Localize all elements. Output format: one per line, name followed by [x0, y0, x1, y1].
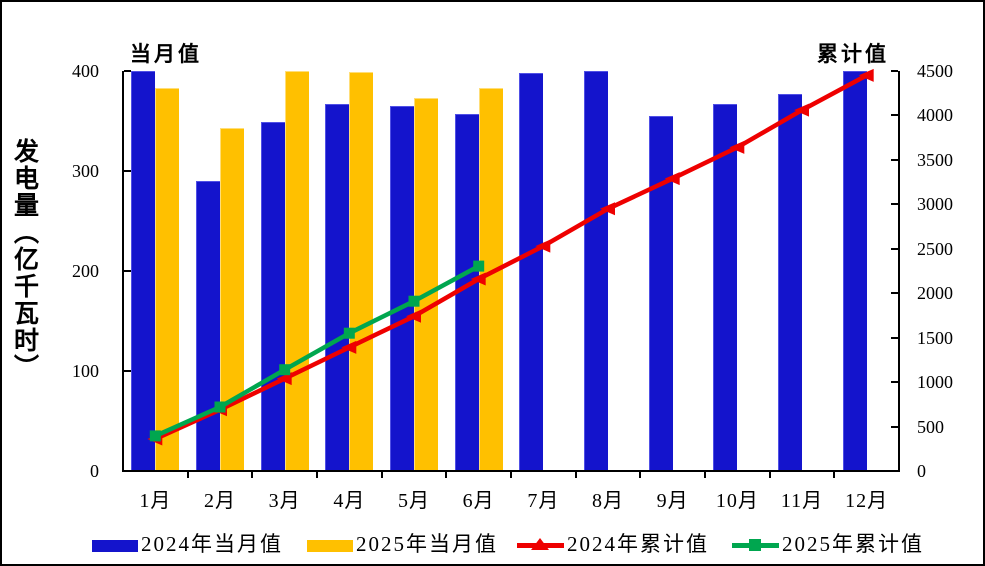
legend-swatch-2024-monthly: [92, 540, 138, 552]
bar-2025-6月: [478, 88, 503, 470]
bar-2024-8月: [584, 71, 608, 470]
left-axis-tick-mark: [124, 370, 131, 372]
right-axis-tick-label: 3000: [917, 194, 953, 215]
month-label: 11月: [780, 490, 824, 512]
x-axis-line: [122, 470, 900, 472]
right-axis-tick-label: 2000: [917, 283, 953, 304]
legend-item-2024-cumulative: [517, 538, 564, 550]
month-label: 5月: [398, 490, 431, 512]
bar-2024-9月: [648, 116, 673, 470]
x-axis-tick-mark: [316, 472, 318, 478]
right-axis-line: [898, 71, 900, 472]
bar-2025-2月: [220, 128, 244, 470]
right-axis-tick-label: 1500: [917, 327, 953, 348]
bar-2024-1月: [131, 71, 156, 470]
left-axis-tick-mark: [124, 270, 131, 272]
x-axis-tick-mark: [574, 472, 577, 478]
legend-label-2024-cumulative: 2024年累计值: [567, 532, 709, 556]
right-axis-tick-mark: [891, 247, 898, 250]
x-axis-tick-mark: [251, 472, 254, 478]
left-axis-top-label: 当月值: [130, 42, 202, 66]
legend-swatch-2025-monthly: [307, 540, 353, 552]
left-axis-tick-label: 400: [72, 61, 99, 81]
right-axis-tick-mark: [891, 158, 898, 161]
right-axis-tick-mark: [891, 292, 898, 295]
right-axis-tick-mark: [891, 70, 898, 72]
right-axis-tick-mark: [891, 114, 898, 117]
right-axis-tick-label: 3500: [917, 149, 953, 170]
legend-label-2024-monthly: 2024年当月值: [141, 532, 283, 556]
bar-2024-6月: [454, 114, 479, 470]
x-axis-tick-mark: [639, 472, 642, 478]
month-label: 10月: [715, 490, 759, 512]
left-axis-tick-mark: [124, 170, 131, 172]
legend-triangle-marker-icon: [531, 538, 549, 550]
right-axis-tick-mark: [891, 203, 898, 206]
legend-square-marker-icon: [749, 539, 761, 551]
right-axis-tick-label: 1000: [917, 372, 953, 393]
bar-2024-10月: [713, 104, 738, 470]
bar-2024-7月: [519, 73, 544, 470]
right-axis-tick-label: 2500: [917, 238, 953, 259]
month-label: 6月: [462, 490, 495, 512]
right-axis-tick-label: 0: [917, 461, 926, 481]
legend-item-2024-monthly: [92, 540, 138, 552]
bar-2025-5月: [414, 98, 438, 470]
x-axis-tick-mark: [833, 472, 836, 478]
month-label: 12月: [845, 490, 889, 512]
left-axis-tick-label: 300: [72, 161, 99, 181]
y-axis-title: 发电量（亿千瓦时）: [10, 138, 38, 381]
month-label: 7月: [527, 490, 560, 512]
bar-2024-2月: [196, 181, 220, 470]
left-axis-tick-label: 0: [90, 461, 99, 481]
x-axis-tick-mark: [768, 472, 771, 478]
right-axis-tick-label: 500: [917, 416, 944, 437]
right-axis-tick-mark: [891, 381, 898, 384]
right-axis-tick-mark: [891, 425, 898, 428]
bar-2025-3月: [284, 71, 309, 470]
month-label: 2月: [204, 490, 237, 512]
bar-2024-3月: [260, 122, 285, 470]
bar-2025-4月: [349, 72, 374, 470]
month-label: 3月: [268, 490, 301, 512]
legend-label-2025-cumulative: 2025年累计值: [782, 532, 924, 556]
bar-2024-5月: [390, 106, 414, 470]
legend-item-2025-monthly: [307, 540, 353, 552]
x-axis-tick-mark: [186, 472, 189, 478]
right-axis-tick-mark: [891, 336, 898, 339]
month-label: 4月: [333, 490, 366, 512]
legend-item-2025-cumulative: [732, 539, 779, 551]
month-label: 8月: [592, 490, 625, 512]
x-axis-tick-mark: [445, 472, 448, 478]
right-axis-tick-label: 4500: [917, 61, 953, 81]
x-axis-tick-mark: [380, 472, 383, 478]
bar-2024-12月: [842, 71, 867, 470]
right-axis-top-label: 累计值: [817, 42, 889, 66]
bar-2024-4月: [325, 104, 350, 470]
left-axis-tick-mark: [124, 70, 131, 72]
right-axis-tick-label: 4000: [917, 105, 953, 126]
legend-label-2025-monthly: 2025年当月值: [356, 532, 498, 556]
month-label: 9月: [656, 490, 689, 512]
bar-2025-1月: [155, 88, 180, 470]
left-axis-line: [122, 71, 124, 472]
left-axis-tick-label: 200: [72, 261, 99, 281]
left-axis-tick-label: 100: [72, 361, 99, 381]
month-label: 1月: [139, 490, 172, 512]
x-axis-tick-mark: [704, 472, 706, 478]
bar-2024-11月: [778, 94, 802, 470]
x-axis-tick-mark: [510, 472, 512, 478]
